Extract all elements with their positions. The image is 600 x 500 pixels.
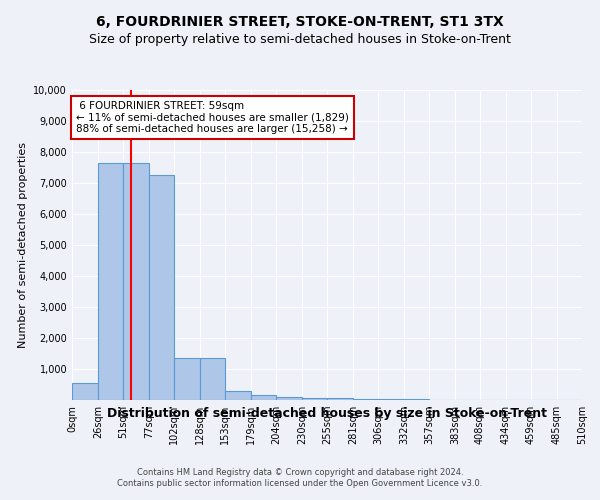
Bar [302, 398, 327, 400]
Y-axis label: Number of semi-detached properties: Number of semi-detached properties [18, 142, 28, 348]
Bar [276, 397, 302, 400]
Bar [327, 398, 353, 400]
Text: 6 FOURDRINIER STREET: 59sqm
← 11% of semi-detached houses are smaller (1,829)
88: 6 FOURDRINIER STREET: 59sqm ← 11% of sem… [76, 101, 349, 134]
Bar [251, 396, 276, 400]
Bar [123, 163, 149, 400]
Bar [353, 399, 378, 400]
Bar [174, 358, 200, 400]
Bar [98, 163, 123, 400]
Bar [149, 175, 174, 400]
Text: 6, FOURDRINIER STREET, STOKE-ON-TRENT, ST1 3TX: 6, FOURDRINIER STREET, STOKE-ON-TRENT, S… [96, 15, 504, 29]
Bar [225, 390, 251, 400]
Text: Distribution of semi-detached houses by size in Stoke-on-Trent: Distribution of semi-detached houses by … [107, 408, 547, 420]
Bar [72, 383, 98, 400]
Bar [200, 358, 225, 400]
Text: Size of property relative to semi-detached houses in Stoke-on-Trent: Size of property relative to semi-detach… [89, 32, 511, 46]
Bar [378, 399, 404, 400]
Text: Contains HM Land Registry data © Crown copyright and database right 2024.
Contai: Contains HM Land Registry data © Crown c… [118, 468, 482, 487]
